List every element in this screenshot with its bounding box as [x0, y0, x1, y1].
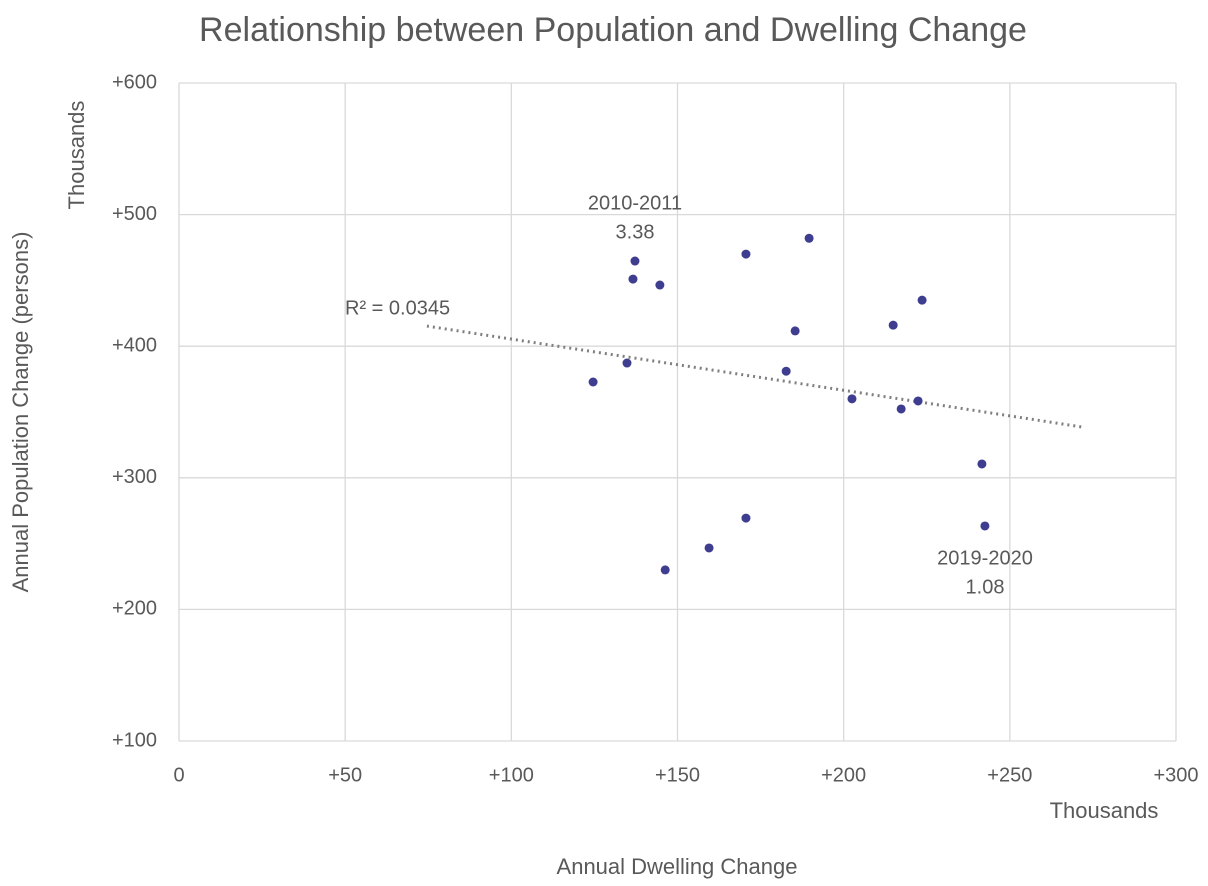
y-tick-label: +100 — [112, 729, 157, 751]
y-tick-label: +600 — [112, 71, 157, 93]
y-tick-label: +300 — [112, 466, 157, 488]
point — [660, 565, 670, 575]
point — [630, 256, 640, 266]
y-tick-label: +200 — [112, 598, 157, 620]
point — [980, 521, 990, 531]
x-axis-unit: Thousands — [1050, 798, 1159, 823]
annotation: 1.08 — [966, 576, 1005, 598]
point — [704, 543, 714, 553]
point — [622, 358, 632, 368]
x-tick-label: +100 — [489, 764, 534, 786]
trendline-label: R² = 0.0345 — [345, 297, 450, 319]
x-tick-label: +50 — [328, 764, 362, 786]
annotation: 2019-2020 — [937, 547, 1033, 569]
point — [781, 366, 791, 376]
annotation: 2010-2011 — [588, 192, 682, 214]
point — [804, 233, 814, 243]
x-tick-label: +200 — [821, 764, 866, 786]
point — [847, 394, 857, 404]
point — [888, 320, 898, 330]
y-axis-unit: Thousands — [64, 101, 89, 210]
point — [977, 459, 987, 469]
y-axis-label: Annual Population Change (persons) — [8, 232, 33, 593]
point — [913, 396, 923, 406]
point — [588, 377, 598, 387]
point — [917, 295, 927, 305]
chart-title: Relationship between Population and Dwel… — [199, 11, 1027, 49]
point — [790, 326, 800, 336]
y-tick-label: +500 — [112, 203, 157, 225]
point — [628, 274, 638, 284]
trendline — [426, 324, 1083, 429]
x-tick-label: 0 — [173, 764, 184, 786]
point — [896, 404, 906, 414]
x-tick-label: +250 — [987, 764, 1032, 786]
x-tick-label: +150 — [655, 764, 700, 786]
point — [741, 249, 751, 259]
point — [655, 280, 665, 290]
point — [741, 513, 751, 523]
x-tick-label: +300 — [1153, 764, 1198, 786]
annotation: 3.38 — [616, 221, 655, 243]
x-axis-label: Annual Dwelling Change — [557, 854, 798, 879]
y-tick-label: +400 — [112, 334, 157, 356]
